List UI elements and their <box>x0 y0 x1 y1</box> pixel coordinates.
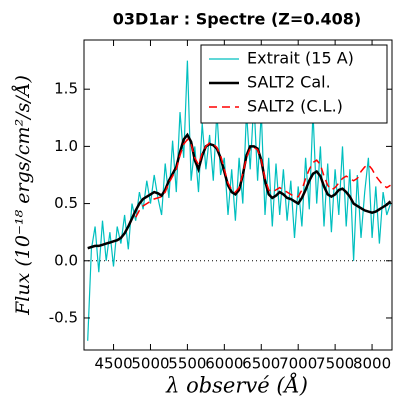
x-axis-label: λ observé (Å) <box>165 373 308 398</box>
plot-frame <box>83 39 393 351</box>
y-tick-label: 1.0 <box>54 137 78 155</box>
x-tick-label: 5500 <box>168 355 206 373</box>
legend-label: SALT2 Cal. <box>247 73 331 92</box>
series-line <box>87 60 392 341</box>
y-tick-label: 0.5 <box>54 194 78 212</box>
y-tick-label: -0.5 <box>49 308 78 326</box>
chart-title: 03D1ar : Spectre (Z=0.408) <box>113 10 361 29</box>
series-line <box>87 132 392 250</box>
x-tick-label: 7000 <box>279 355 317 373</box>
x-tick-label: 6000 <box>205 355 243 373</box>
y-axis-label: Flux (10⁻¹⁸ ergs/cm²/s/Å) <box>12 75 34 316</box>
x-tick-label: 8000 <box>353 355 391 373</box>
x-tick-label: 5000 <box>131 355 169 373</box>
x-tick-label: 6500 <box>242 355 280 373</box>
x-tick-label: 7500 <box>316 355 354 373</box>
y-tick-label: 0.0 <box>54 251 78 269</box>
legend-label: Extrait (15 A) <box>247 49 354 68</box>
legend-label: SALT2 (C.L.) <box>247 97 343 116</box>
series-line <box>135 138 391 218</box>
x-tick-label: 4500 <box>94 355 132 373</box>
y-tick-label: 1.5 <box>54 80 78 98</box>
